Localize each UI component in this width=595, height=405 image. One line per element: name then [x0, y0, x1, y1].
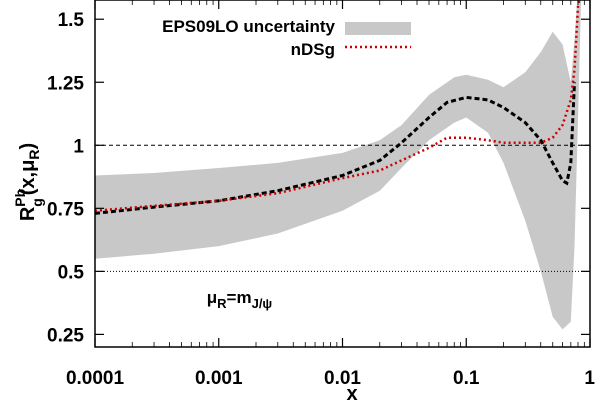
y-tick-label: 0.5 — [58, 262, 85, 283]
x-axis-label: x — [346, 383, 357, 405]
x-tick-label: 0.01 — [324, 368, 361, 389]
x-tick-label: 0.0001 — [66, 368, 125, 389]
legend-swatch-band — [345, 22, 411, 35]
x-tick-label: 0.001 — [195, 368, 243, 389]
eps09lo-uncertainty-band — [95, 0, 582, 330]
series-line-dashed — [95, 82, 576, 215]
legend-label-ndsg: nDSg — [291, 40, 335, 59]
y-axis-label: RPbg(x,μR) — [12, 143, 45, 221]
x-tick-label: 1 — [584, 368, 595, 389]
scale-annotation: μR=mJ/ψ — [207, 288, 272, 311]
x-tick-label: 0.1 — [453, 368, 480, 389]
legend-label-band: EPS09LO uncertainty — [162, 17, 335, 36]
y-tick-label: 1.5 — [58, 10, 85, 31]
y-tick-label: 0.75 — [47, 199, 84, 220]
y-tick-label: 1.25 — [47, 73, 84, 94]
y-tick-label: 1 — [73, 136, 84, 157]
y-tick-label: 0.25 — [47, 325, 84, 346]
